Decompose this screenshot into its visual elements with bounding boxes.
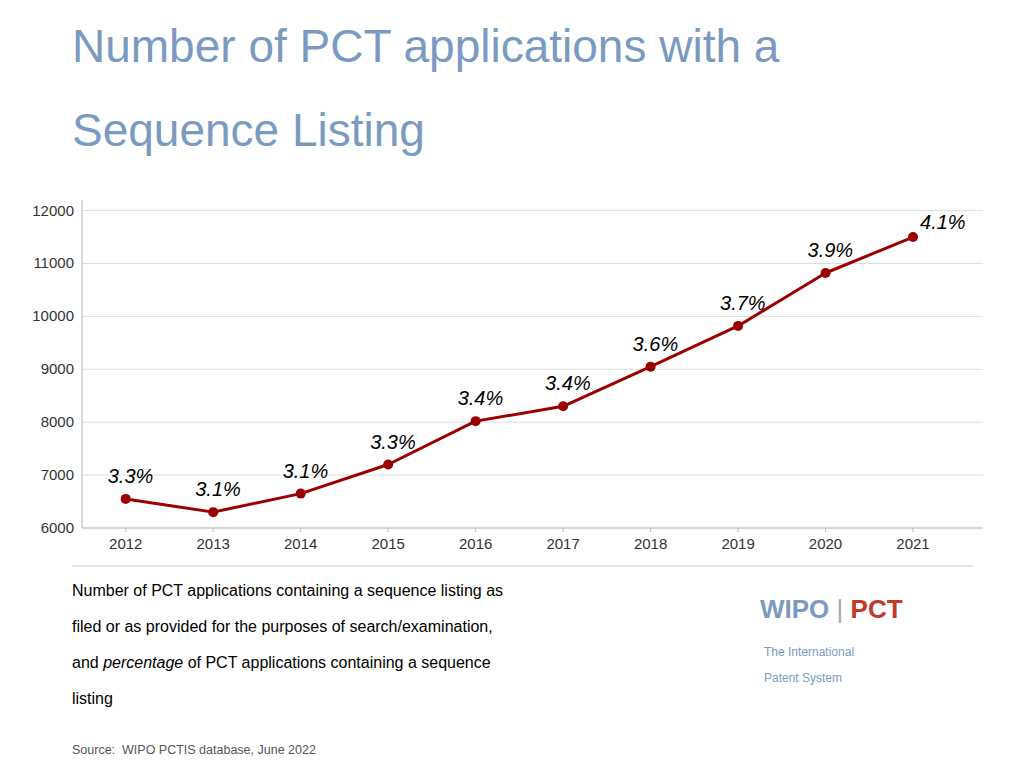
plot-area: [121, 232, 918, 517]
caption: listing: [72, 690, 113, 707]
annotation: 3.1%: [195, 478, 241, 500]
data-point: [208, 507, 218, 517]
x-tick-label: 2013: [197, 535, 230, 552]
data-point: [296, 489, 306, 499]
grid-line: [82, 528, 983, 529]
logo: WIPO | PCT: [760, 594, 903, 624]
grid-line: [82, 369, 983, 370]
y-tick-label: 9000: [41, 360, 74, 377]
logo-subtitle: The International: [764, 645, 854, 659]
chart-container: Number of PCT applications with a Sequenc…: [0, 0, 1024, 768]
x-tick-label: 2017: [546, 535, 579, 552]
series-line: [126, 237, 913, 512]
annotation: 3.7%: [720, 292, 766, 314]
y-tick-label: 11000: [33, 254, 74, 271]
x-tick-label: 2014: [284, 535, 317, 552]
y-tick-label: 6000: [41, 519, 74, 536]
logo-subtitle: Patent System: [764, 671, 842, 685]
data-point: [471, 416, 481, 426]
grid-line: [82, 316, 983, 317]
x-tick: [125, 528, 126, 532]
data-point: [821, 268, 831, 278]
grid-line: [82, 210, 983, 211]
data-point: [121, 494, 131, 504]
source: Source: WIPO PCTIS database, June 2022: [72, 743, 316, 757]
x-tick-label: 2021: [896, 535, 929, 552]
caption-segment: percentage: [102, 654, 183, 671]
annotation: 3.3%: [108, 465, 154, 487]
x-tick: [738, 528, 739, 532]
data-point: [908, 232, 918, 242]
caption: filed or as provided for the purposes of…: [72, 618, 493, 635]
annotation: 3.9%: [808, 239, 854, 261]
caption-segment: and: [72, 654, 103, 671]
title: Sequence Listing: [72, 104, 425, 156]
caption: Number of PCT applications containing a …: [72, 582, 503, 599]
logo-part: |: [829, 594, 843, 624]
separator: [72, 566, 973, 567]
grid-line: [82, 422, 983, 423]
x-axis-line: [82, 528, 983, 529]
x-tick-label: 2020: [809, 535, 842, 552]
background: [0, 0, 1024, 768]
x-tick-label: 2018: [634, 535, 667, 552]
x-tick: [475, 528, 476, 532]
x-tick: [650, 528, 651, 532]
y-tick-label: 12000: [32, 202, 74, 219]
annotation: 3.3%: [370, 431, 416, 453]
x-tick: [388, 528, 389, 532]
data-point: [733, 321, 743, 331]
grid-line: [82, 475, 983, 476]
x-tick: [825, 528, 826, 532]
annotation: 3.6%: [633, 333, 679, 355]
annotation: 4.1%: [920, 211, 966, 233]
data-point: [383, 460, 393, 470]
annotation: 3.4%: [458, 387, 504, 409]
caption: and percentage of PCT applications conta…: [72, 654, 491, 671]
x-tick: [300, 528, 301, 532]
logo-part: WIPO: [760, 594, 829, 624]
y-tick-label: 8000: [41, 413, 74, 430]
x-tick-label: 2015: [371, 535, 404, 552]
caption-segment: of PCT applications containing a sequenc…: [183, 654, 491, 671]
x-tick: [913, 528, 914, 532]
x-tick-label: 2016: [459, 535, 492, 552]
data-point: [558, 401, 568, 411]
title: Number of PCT applications with a: [72, 20, 780, 72]
y-tick-label: 10000: [32, 307, 74, 324]
y-axis-line: [82, 200, 83, 528]
x-tick-label: 2012: [109, 535, 142, 552]
x-tick: [563, 528, 564, 532]
annotation: 3.1%: [283, 460, 329, 482]
y-tick-label: 7000: [41, 466, 74, 483]
annotation: 3.4%: [545, 372, 591, 394]
x-tick-label: 2019: [721, 535, 754, 552]
chart: Number of PCT applications with a Sequenc…: [0, 0, 1024, 768]
logo-part: PCT: [843, 594, 902, 624]
x-tick: [213, 528, 214, 532]
data-point: [646, 362, 656, 372]
y-grid: [82, 211, 983, 528]
